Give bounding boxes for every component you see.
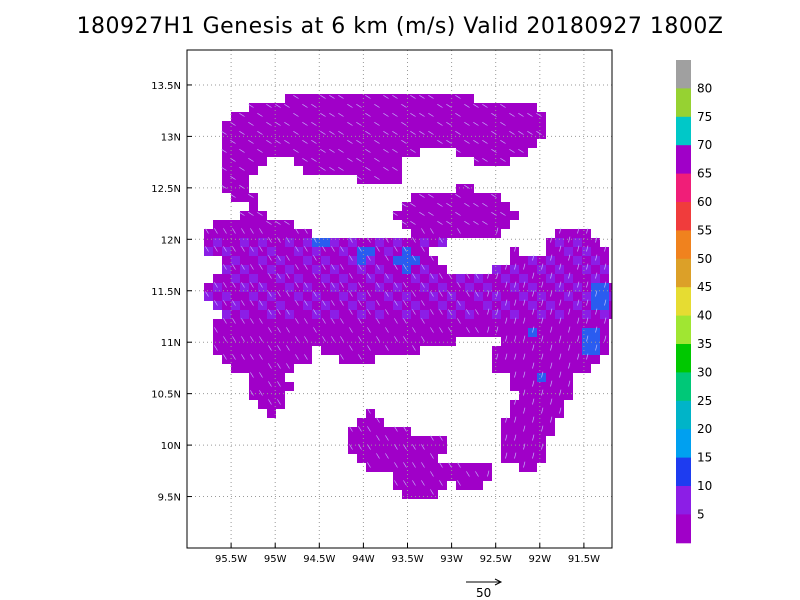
map-gridlines — [187, 50, 612, 548]
reference-vector-label: 50 — [476, 586, 491, 600]
map-title: 180927H1 Genesis at 6 km (m/s) Valid 201… — [76, 14, 724, 39]
x-tick-label: 92W — [528, 554, 551, 565]
colorbar-swatch — [676, 372, 691, 402]
colorbar-label: 35 — [697, 337, 712, 351]
colorbar-label: 40 — [697, 309, 712, 323]
colorbar-swatch — [676, 116, 691, 146]
y-tick-label: 10.5N — [151, 390, 181, 401]
colorbar-swatch — [676, 230, 691, 260]
colorbar-swatch — [676, 88, 691, 118]
wind-speed-colorbar: 80 75 70 65 60 55 50 45 40 35 30 25 20 15 10 5 — [676, 60, 712, 544]
map-frame — [186, 49, 613, 549]
colorbar-swatch — [676, 258, 691, 288]
latitude-axis: 9.5N 10N 10.5N 11N 11.5N 12N 12.5N 13N 13.5N — [151, 81, 192, 504]
colorbar-label: 20 — [697, 422, 712, 436]
colorbar-label: 55 — [697, 223, 712, 237]
colorbar-label: 75 — [697, 110, 712, 124]
colorbar-label: 5 — [697, 507, 705, 521]
y-tick-label: 11.5N — [151, 287, 181, 298]
x-tick-label: 94W — [352, 554, 375, 565]
longitude-axis: 95.5W 95W 94.5W 94W 93.5W 93W 92.5W 92W 91.5W — [215, 543, 600, 565]
x-tick-label: 95.5W — [215, 554, 247, 565]
colorbar-swatch — [676, 457, 691, 487]
x-tick-label: 93W — [440, 554, 463, 565]
reference-vector: 50 — [466, 578, 503, 600]
x-tick-label: 91.5W — [568, 554, 600, 565]
x-tick-label: 95W — [264, 554, 287, 565]
colorbar-swatch — [676, 173, 691, 203]
colorbar-label: 30 — [697, 365, 712, 379]
colorbar-label: 65 — [697, 167, 712, 181]
y-tick-label: 12N — [161, 235, 181, 246]
colorbar-swatch — [676, 287, 691, 317]
colorbar-swatch — [676, 60, 691, 89]
colorbar-swatch — [676, 315, 691, 345]
wind-vectors — [205, 95, 607, 495]
colorbar-swatch — [676, 344, 691, 373]
x-tick-label: 92.5W — [480, 554, 512, 565]
wind-speed-field — [204, 94, 612, 499]
colorbar-swatch — [676, 202, 691, 231]
x-tick-label: 94.5W — [303, 554, 335, 565]
colorbar-label: 80 — [697, 81, 712, 95]
colorbar-swatch — [676, 429, 691, 459]
x-tick-label: 93.5W — [391, 554, 423, 565]
colorbar-label: 10 — [697, 479, 712, 493]
y-tick-label: 11N — [161, 338, 181, 349]
colorbar-label: 50 — [697, 252, 712, 266]
colorbar-label: 70 — [697, 138, 712, 152]
y-tick-label: 12.5N — [151, 184, 181, 195]
colorbar-label: 25 — [697, 394, 712, 408]
colorbar-swatch — [676, 486, 691, 515]
y-tick-label: 9.5N — [158, 493, 181, 504]
colorbar-swatch — [676, 400, 691, 430]
y-tick-label: 13.5N — [151, 81, 181, 92]
colorbar-swatch — [676, 145, 691, 175]
colorbar-label: 15 — [697, 451, 712, 465]
colorbar-swatch — [676, 514, 691, 544]
y-tick-label: 10N — [161, 441, 181, 452]
colorbar-label: 60 — [697, 195, 712, 209]
colorbar-label: 45 — [697, 280, 712, 294]
y-tick-label: 13N — [161, 132, 181, 143]
